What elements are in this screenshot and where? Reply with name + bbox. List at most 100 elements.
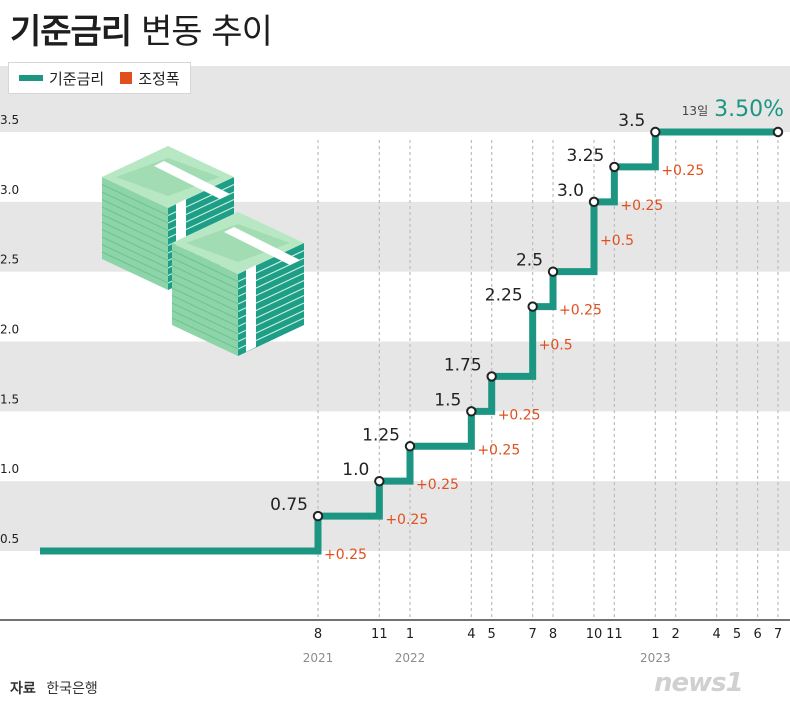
change-label: +0.25 bbox=[620, 198, 663, 214]
x-tick-label: 8 bbox=[549, 627, 557, 642]
bill-edge bbox=[171, 264, 239, 298]
bill-edge bbox=[171, 249, 239, 283]
rate-series: 0.75 +0.25 1.0 +0.25 1.25 +0.25 1.5 +0.25 1.75 +0… bbox=[40, 111, 784, 563]
rate-value-label: 1.25 bbox=[362, 425, 400, 445]
bill-edge bbox=[171, 309, 239, 343]
current-rate-annotation: 3.50% 13일 bbox=[682, 97, 784, 122]
rate-point bbox=[486, 371, 497, 382]
y-tick-label: 0.5 bbox=[0, 532, 19, 546]
legend-line-label: 기준금리 bbox=[49, 69, 105, 88]
rate-value-label: 2.25 bbox=[485, 286, 523, 306]
bill-edge bbox=[101, 198, 169, 232]
x-tick-label: 1 bbox=[651, 627, 659, 642]
x-tick-label: 4 bbox=[467, 627, 475, 642]
bill-edge bbox=[101, 183, 169, 217]
cash-stacks-icon bbox=[101, 146, 305, 356]
bill-edge bbox=[101, 236, 169, 269]
bill-edge bbox=[171, 257, 239, 290]
change-label: +0.25 bbox=[416, 477, 459, 493]
bill-edge bbox=[101, 243, 169, 277]
x-tick-label: 2 bbox=[672, 627, 680, 642]
x-tick-label: 7 bbox=[774, 627, 782, 642]
bill-edge bbox=[171, 302, 239, 335]
x-tick-label: 11 bbox=[606, 627, 623, 642]
bill-edge bbox=[101, 191, 169, 224]
rate-value-label: 0.75 bbox=[270, 495, 308, 515]
y-tick-label: 3.5 bbox=[0, 113, 19, 127]
change-label: +0.25 bbox=[324, 547, 367, 563]
rate-step-line bbox=[40, 128, 778, 555]
bill-inner bbox=[116, 158, 220, 196]
grid-band bbox=[0, 341, 790, 412]
x-tick-label: 5 bbox=[488, 627, 496, 642]
paper-band bbox=[154, 161, 230, 199]
paper-band bbox=[224, 227, 300, 265]
bill-edge bbox=[101, 221, 169, 254]
news1-logo: news1 bbox=[654, 668, 744, 698]
rate-point bbox=[588, 196, 600, 208]
paper-band-side bbox=[246, 265, 256, 352]
x-tick-label: 4 bbox=[713, 627, 721, 642]
source-note: 자료 한국은행 bbox=[10, 678, 98, 698]
rate-value-label: 1.5 bbox=[434, 390, 461, 410]
rate-value-label: 1.0 bbox=[342, 460, 369, 480]
legend-box-swatch bbox=[120, 72, 133, 84]
stack-side-left bbox=[172, 243, 238, 356]
bill-edge bbox=[101, 251, 169, 284]
rate-value-label: 2.5 bbox=[516, 251, 543, 271]
year-label: 2022 bbox=[395, 651, 426, 665]
bill-edge bbox=[171, 287, 239, 320]
grid-band bbox=[0, 481, 790, 551]
title-bold: 기준금리 bbox=[10, 12, 132, 52]
bill-edge bbox=[101, 213, 169, 247]
rate-point bbox=[650, 126, 661, 138]
rate-value-label: 3.0 bbox=[557, 181, 584, 201]
bill-edge bbox=[171, 317, 239, 350]
bill-edge bbox=[101, 228, 169, 262]
rate-value-label: 3.5 bbox=[618, 111, 645, 131]
year-label: 2021 bbox=[303, 651, 334, 665]
year-label: 2023 bbox=[640, 651, 671, 665]
bill-edge bbox=[171, 294, 239, 328]
y-tick-label: 1.0 bbox=[0, 462, 19, 476]
change-label: +0.25 bbox=[477, 442, 520, 458]
legend-line-swatch bbox=[19, 75, 43, 81]
bill-edge bbox=[171, 279, 239, 313]
rate-point bbox=[312, 510, 324, 522]
y-tick-label: 3.0 bbox=[0, 183, 19, 197]
source-name: 한국은행 bbox=[46, 681, 98, 697]
x-tick-label: 5 bbox=[733, 627, 741, 642]
bill-edge bbox=[101, 206, 169, 239]
source-label: 자료 bbox=[10, 681, 36, 697]
rate-point bbox=[404, 441, 416, 452]
annotation-prefix: 13일 bbox=[682, 104, 708, 118]
legend-box-label: 조정폭 bbox=[138, 69, 180, 88]
bill-inner bbox=[186, 224, 290, 262]
change-label: +0.5 bbox=[600, 233, 634, 249]
x-tick-label: 11 bbox=[371, 627, 388, 642]
change-label: +0.5 bbox=[539, 338, 573, 354]
y-axis-ticks: 0.5 1.0 1.5 2.0 2.5 3.0 3.5 bbox=[0, 113, 19, 546]
x-tick-label: 7 bbox=[529, 627, 537, 642]
rate-value-label: 3.25 bbox=[567, 146, 605, 166]
y-tick-label: 1.5 bbox=[0, 392, 19, 406]
change-label: +0.25 bbox=[661, 163, 704, 179]
rate-point bbox=[609, 161, 620, 173]
change-label: +0.25 bbox=[559, 303, 602, 319]
rate-point bbox=[466, 406, 477, 417]
x-tick-label: 1 bbox=[406, 627, 414, 642]
x-tick-label: 8 bbox=[314, 627, 322, 642]
rate-value-label: 1.75 bbox=[444, 355, 482, 375]
rate-point bbox=[374, 475, 385, 487]
y-tick-label: 2.5 bbox=[0, 253, 19, 267]
annotation-value: 3.50% bbox=[714, 97, 784, 122]
y-tick-label: 2.0 bbox=[0, 323, 19, 337]
stack-side-left bbox=[102, 177, 168, 290]
change-label: +0.25 bbox=[385, 512, 428, 528]
rate-point bbox=[547, 266, 559, 277]
legend: 기준금리 조정폭 bbox=[8, 62, 191, 94]
page-title: 기준금리 변동 추이 bbox=[10, 4, 273, 53]
